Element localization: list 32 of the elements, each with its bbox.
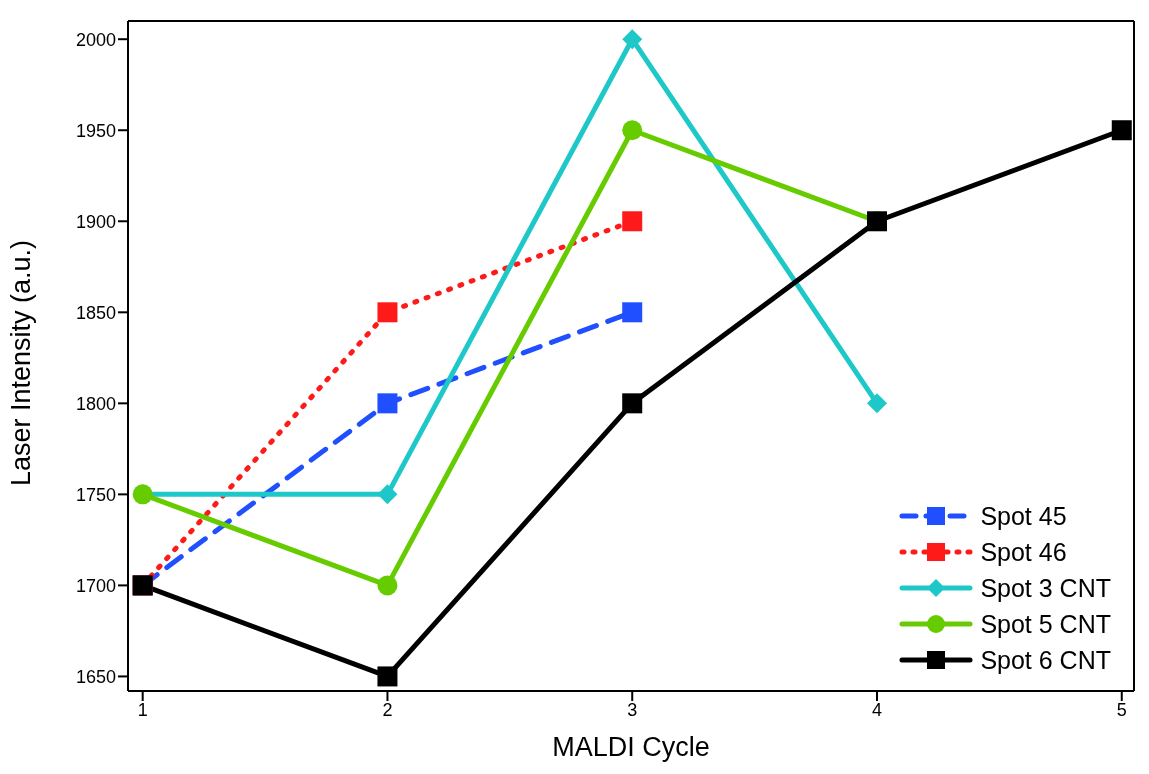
legend-label: Spot 3 CNT	[980, 573, 1111, 604]
y-tick-label: 1800	[75, 393, 116, 414]
point	[866, 393, 887, 414]
legend-label: Spot 45	[980, 501, 1067, 532]
y-axis-title: Laser Intensity (a.u.)	[5, 239, 36, 486]
point	[377, 302, 398, 323]
legend-label: Spot 46	[980, 537, 1067, 568]
y-tick-label: 1650	[75, 666, 116, 687]
x-axis-title: MALDI Cycle	[552, 732, 710, 762]
y-tick-label: 1900	[75, 211, 116, 232]
point	[622, 393, 643, 414]
y-tick-label: 1750	[75, 484, 116, 505]
x-tick-label: 1	[137, 699, 148, 720]
point	[622, 211, 643, 232]
point	[377, 575, 398, 596]
y-tick-label: 1850	[75, 302, 116, 323]
point	[622, 302, 643, 323]
x-tick-label: 2	[382, 699, 393, 720]
x-tick-label: 4	[871, 699, 882, 720]
point	[1111, 120, 1132, 141]
x-tick-label: 3	[627, 699, 638, 720]
point	[377, 393, 398, 414]
y-tick-label: 2000	[75, 29, 116, 50]
point	[622, 29, 643, 50]
point	[622, 120, 643, 141]
y-tick-label: 1700	[75, 575, 116, 596]
point	[377, 666, 398, 687]
legend-label: Spot 6 CNT	[980, 645, 1111, 676]
x-tick-label: 5	[1116, 699, 1127, 720]
legend-label: Spot 5 CNT	[980, 609, 1111, 640]
y-tick-label: 1950	[75, 120, 116, 141]
point	[377, 484, 398, 505]
